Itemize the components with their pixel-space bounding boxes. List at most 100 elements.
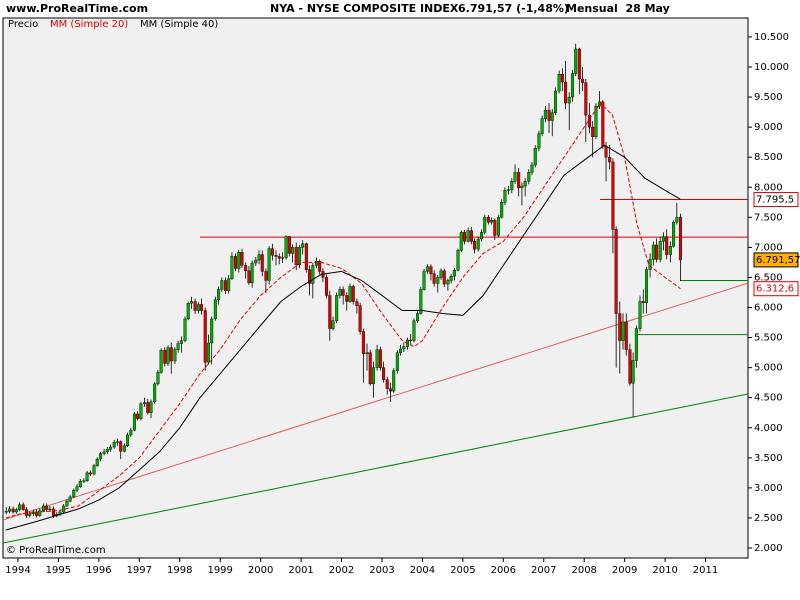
- candle-body: [368, 352, 372, 385]
- x-tick-label: 2002: [329, 565, 354, 576]
- legend-entry: MM (Simple 40): [140, 19, 218, 30]
- candle-body: [550, 112, 554, 121]
- chart-title: NYA - NYSE COMPOSITE INDEX: [270, 2, 459, 15]
- candle-body: [68, 496, 72, 502]
- candle-body: [88, 472, 92, 475]
- candle-body: [143, 402, 147, 404]
- candle-body: [365, 352, 369, 355]
- y-tick-label: 4.000: [754, 423, 783, 434]
- candle-body: [648, 259, 652, 270]
- candle-body: [139, 403, 143, 419]
- candle-body: [409, 339, 413, 341]
- candle-body: [351, 286, 355, 302]
- candle-body: [183, 318, 187, 341]
- candle-body: [234, 256, 238, 269]
- x-tick-label: 1999: [207, 565, 232, 576]
- candle-body: [244, 265, 248, 272]
- candle-body: [348, 286, 352, 302]
- candle-body: [280, 257, 284, 259]
- y-tick-label: 3.000: [754, 483, 783, 494]
- candle-body: [92, 465, 96, 475]
- candle-body: [361, 331, 365, 355]
- y-tick-label: 9.500: [754, 92, 783, 103]
- candle-body: [540, 118, 544, 134]
- legend-entry: MM (Simple 20): [50, 19, 128, 30]
- candle-body: [517, 172, 521, 189]
- y-tick-label: 7.000: [754, 242, 783, 253]
- candle-body: [102, 451, 106, 454]
- candle-body: [416, 313, 420, 321]
- x-tick-label: 1995: [46, 565, 71, 576]
- candle-body: [304, 243, 308, 270]
- candle-body: [240, 251, 244, 266]
- candle-body: [462, 232, 466, 242]
- candle-body: [422, 271, 426, 290]
- y-tick-label: 2.500: [754, 513, 783, 524]
- candle-body: [395, 352, 399, 371]
- candle-body: [604, 146, 608, 158]
- x-tick-label: 2011: [693, 565, 718, 576]
- candle-body: [439, 270, 443, 278]
- candle-body: [557, 74, 561, 92]
- candle-body: [436, 277, 440, 284]
- last-price: 6.791,57 (-1,48%): [458, 2, 569, 15]
- candle-body: [375, 349, 379, 368]
- candle-body: [38, 510, 42, 516]
- candle-body: [486, 217, 490, 223]
- candle-body: [115, 441, 119, 443]
- x-tick-label: 2008: [571, 565, 596, 576]
- candle-body: [112, 441, 116, 448]
- y-tick-label: 4.500: [754, 393, 783, 404]
- candle-body: [78, 481, 82, 487]
- x-tick-label: 1997: [127, 565, 152, 576]
- candle-body: [567, 96, 571, 104]
- candle-body: [560, 74, 564, 83]
- x-tick-label: 2007: [531, 565, 556, 576]
- x-tick-label: 2009: [612, 565, 637, 576]
- candle-body: [176, 343, 180, 350]
- y-tick-label: 5.500: [754, 333, 783, 344]
- candle-body: [520, 185, 524, 189]
- candle-body: [473, 241, 477, 250]
- candle-body: [166, 347, 170, 364]
- price-label: 7.795,5: [756, 195, 794, 206]
- candle-body: [527, 172, 531, 182]
- candle-body: [479, 232, 483, 240]
- candle-body: [469, 230, 473, 242]
- candle-body: [179, 340, 183, 344]
- candle-body: [614, 229, 618, 314]
- candle-body: [496, 217, 500, 236]
- y-tick-label: 2.000: [754, 543, 783, 554]
- candle-body: [594, 105, 598, 137]
- candle-body: [98, 453, 102, 460]
- candle-body: [254, 259, 258, 264]
- candle-body: [493, 220, 497, 236]
- candle-body: [14, 509, 18, 513]
- candle-body: [533, 147, 537, 166]
- candle-body: [638, 301, 642, 329]
- candle-body: [149, 401, 153, 413]
- candle-body: [490, 220, 494, 223]
- x-tick-label: 1996: [86, 565, 111, 576]
- candle-body: [217, 289, 221, 300]
- candle-body: [537, 133, 541, 149]
- candle-body: [156, 372, 160, 385]
- candle-body: [237, 251, 241, 269]
- price-label-box: [753, 281, 799, 297]
- candle-body: [260, 254, 264, 272]
- candle-body: [618, 313, 622, 341]
- candle-body: [621, 321, 625, 341]
- candle-body: [483, 217, 487, 233]
- candle-body: [318, 261, 322, 272]
- candle-body: [311, 265, 315, 284]
- candle-body: [672, 221, 676, 247]
- candle-body: [159, 350, 163, 373]
- candle-body: [223, 280, 227, 291]
- candle-body: [442, 270, 446, 285]
- candle-body: [574, 48, 578, 74]
- candle-body: [186, 303, 190, 320]
- candle-body: [220, 280, 224, 290]
- candle-body: [11, 508, 15, 513]
- candle-body: [28, 513, 32, 516]
